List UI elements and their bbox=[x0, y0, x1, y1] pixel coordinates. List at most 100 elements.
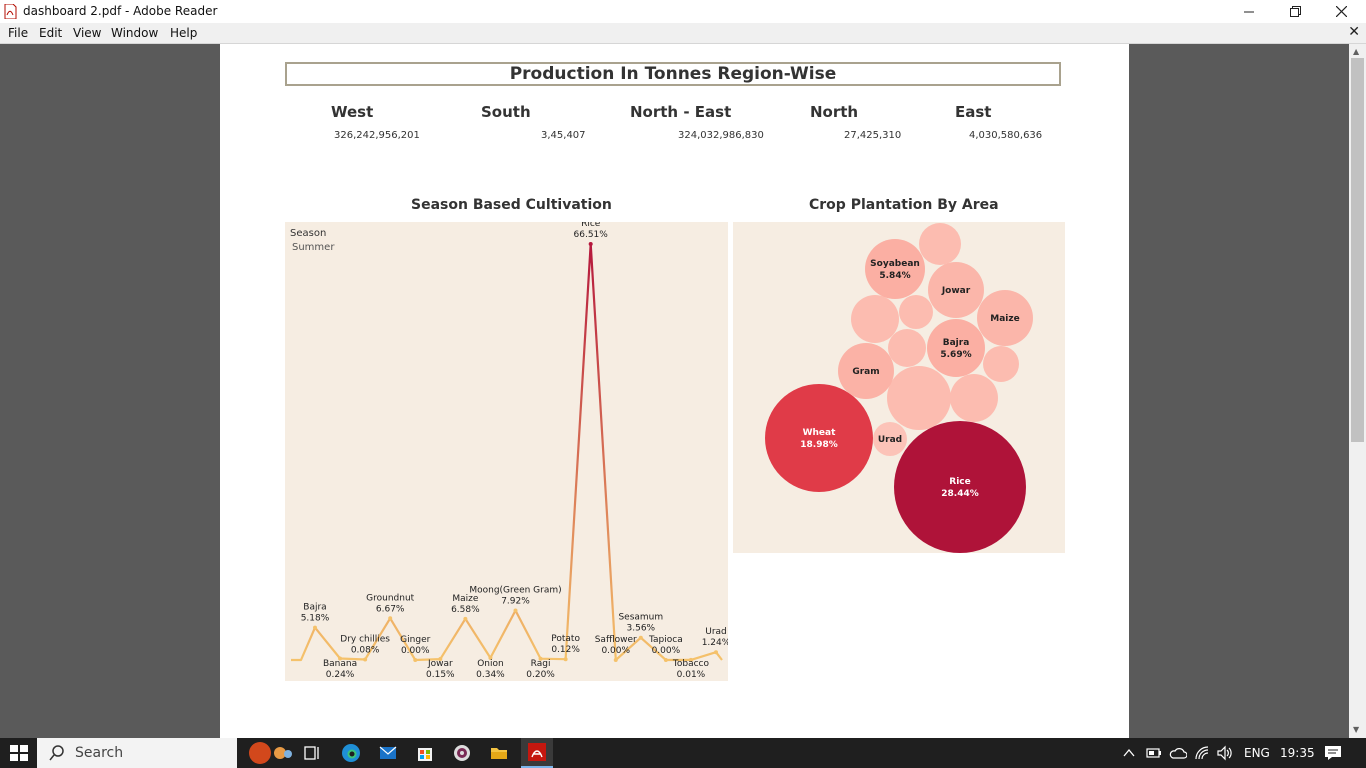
point-sesamum[interactable] bbox=[638, 635, 643, 640]
region-value-south: 3,45,407 bbox=[541, 130, 586, 141]
bubble-unlabelled[interactable] bbox=[887, 366, 951, 430]
notifications-icon[interactable] bbox=[1324, 745, 1342, 761]
windows-start-icon[interactable] bbox=[9, 743, 29, 763]
menu-window[interactable]: Window bbox=[111, 26, 159, 40]
point-label-tobacco: Tobacco bbox=[672, 659, 710, 669]
restore-icon bbox=[1289, 6, 1301, 17]
point-maize[interactable] bbox=[463, 616, 468, 621]
file-explorer-icon[interactable] bbox=[489, 743, 509, 763]
taskbar: Search ENG 19:35 bbox=[0, 738, 1366, 768]
point-rice[interactable] bbox=[588, 242, 593, 246]
point-safflower[interactable] bbox=[613, 658, 618, 662]
point-value-ragi: 0.20% bbox=[526, 670, 555, 680]
season-chart-title: Season Based Cultivation bbox=[411, 197, 612, 213]
point-value-jowar: 0.15% bbox=[426, 670, 455, 680]
point-dry-chillies[interactable] bbox=[363, 657, 368, 662]
point-value-groundnut: 6.67% bbox=[376, 604, 405, 614]
region-name-east: East bbox=[955, 103, 992, 121]
region-name-west: West bbox=[331, 103, 374, 121]
point-potato[interactable] bbox=[563, 657, 568, 662]
scroll-thumb[interactable] bbox=[1351, 58, 1364, 442]
menu-view[interactable]: View bbox=[73, 26, 102, 40]
point-label-maize: Maize bbox=[452, 594, 479, 604]
bubble-rice[interactable] bbox=[894, 421, 1026, 553]
store-icon[interactable] bbox=[415, 743, 435, 763]
point-tapioca[interactable] bbox=[663, 658, 668, 662]
crop-bubble-chart: Rice 28.44% Wheat 18.98% Soyabean 5.84% Bajra 5… bbox=[765, 223, 1033, 553]
adobe-reader-taskbar-button[interactable] bbox=[521, 738, 553, 768]
point-value-sesamum: 3.56% bbox=[627, 624, 656, 634]
language-indicator[interactable]: ENG bbox=[1244, 746, 1270, 760]
tray-chevron-up-icon[interactable] bbox=[1123, 747, 1135, 759]
search-icon bbox=[49, 745, 64, 761]
point-jowar[interactable] bbox=[438, 657, 443, 662]
menu-edit[interactable]: Edit bbox=[39, 26, 63, 40]
bubble-label-gram: Gram bbox=[852, 367, 879, 377]
region-name-north-east: North - East bbox=[630, 103, 732, 121]
bubble-unlabelled[interactable] bbox=[983, 346, 1019, 382]
menu-file[interactable]: File bbox=[8, 26, 29, 40]
point-value-tapioca: 0.00% bbox=[652, 646, 681, 656]
point-label-onion: Onion bbox=[477, 659, 504, 669]
point-label-ginger: Ginger bbox=[400, 635, 430, 645]
point-groundnut[interactable] bbox=[388, 616, 393, 621]
onedrive-cloud-icon[interactable] bbox=[1169, 745, 1187, 761]
bubble-wheat[interactable] bbox=[765, 384, 873, 492]
bubble-gram[interactable] bbox=[838, 343, 894, 399]
weather-widget-icon[interactable] bbox=[242, 740, 292, 766]
bubble-soyabean[interactable] bbox=[865, 239, 925, 299]
close-window-button[interactable] bbox=[1318, 0, 1364, 23]
bubble-unlabelled[interactable] bbox=[950, 374, 998, 422]
bubble-bajra[interactable] bbox=[927, 319, 985, 377]
bubble-value-bajra: 5.69% bbox=[940, 350, 971, 360]
restore-button[interactable] bbox=[1272, 0, 1318, 23]
bubble-jowar[interactable] bbox=[928, 262, 984, 318]
volume-icon[interactable] bbox=[1216, 745, 1234, 761]
point-moong-green-gram[interactable] bbox=[513, 608, 518, 613]
point-ginger[interactable] bbox=[413, 658, 418, 662]
bubble-maize[interactable] bbox=[977, 290, 1033, 346]
menu-bar: File Edit View Window Help ✕ bbox=[0, 23, 1366, 44]
bubble-label-wheat: Wheat bbox=[803, 428, 837, 438]
mail-icon[interactable] bbox=[378, 743, 398, 763]
point-banana[interactable] bbox=[338, 656, 343, 661]
point-tobacco[interactable] bbox=[688, 657, 693, 662]
battery-icon[interactable] bbox=[1146, 746, 1162, 760]
bubble-label-jowar: Jowar bbox=[941, 286, 971, 296]
minimize-button[interactable] bbox=[1226, 0, 1272, 23]
season-legend-value[interactable]: Summer bbox=[292, 242, 335, 253]
vertical-scrollbar[interactable]: ▲ ▼ bbox=[1349, 44, 1366, 738]
point-urad[interactable] bbox=[714, 650, 718, 655]
point-onion[interactable] bbox=[488, 655, 493, 660]
close-icon bbox=[1335, 6, 1347, 17]
bubble-unlabelled[interactable] bbox=[851, 295, 899, 343]
wifi-icon[interactable] bbox=[1194, 745, 1210, 761]
bubble-unlabelled[interactable] bbox=[888, 329, 926, 367]
point-value-bajra: 5.18% bbox=[301, 614, 330, 624]
point-ragi[interactable] bbox=[538, 656, 543, 661]
task-view-icon[interactable] bbox=[302, 743, 322, 763]
edge-browser-icon[interactable] bbox=[341, 743, 361, 763]
point-label-dry-chillies: Dry chillies bbox=[340, 634, 390, 644]
season-legend-title: Season bbox=[290, 228, 327, 239]
bubble-value-rice: 28.44% bbox=[941, 489, 979, 499]
bubble-unlabelled[interactable] bbox=[919, 223, 961, 265]
point-bajra[interactable] bbox=[313, 625, 317, 630]
scroll-down-icon[interactable]: ▼ bbox=[1353, 725, 1360, 734]
menu-help[interactable]: Help bbox=[170, 26, 198, 40]
point-label-ragi: Ragi bbox=[531, 659, 551, 669]
pdf-file-icon bbox=[4, 4, 17, 19]
season-series-line[interactable] bbox=[291, 242, 723, 662]
bubble-label-soyabean: Soyabean bbox=[870, 259, 920, 269]
media-player-icon[interactable] bbox=[452, 743, 472, 763]
region-name-south: South bbox=[481, 103, 531, 121]
bubble-unlabelled[interactable] bbox=[899, 295, 933, 329]
bubble-value-wheat: 18.98% bbox=[800, 440, 838, 450]
search-box[interactable]: Search bbox=[37, 738, 292, 768]
bubble-urad[interactable] bbox=[873, 422, 907, 456]
close-document-icon[interactable]: ✕ bbox=[1348, 24, 1360, 40]
scroll-up-icon[interactable]: ▲ bbox=[1353, 47, 1360, 56]
clock[interactable]: 19:35 bbox=[1280, 746, 1315, 760]
bubble-label-rice: Rice bbox=[949, 477, 970, 487]
